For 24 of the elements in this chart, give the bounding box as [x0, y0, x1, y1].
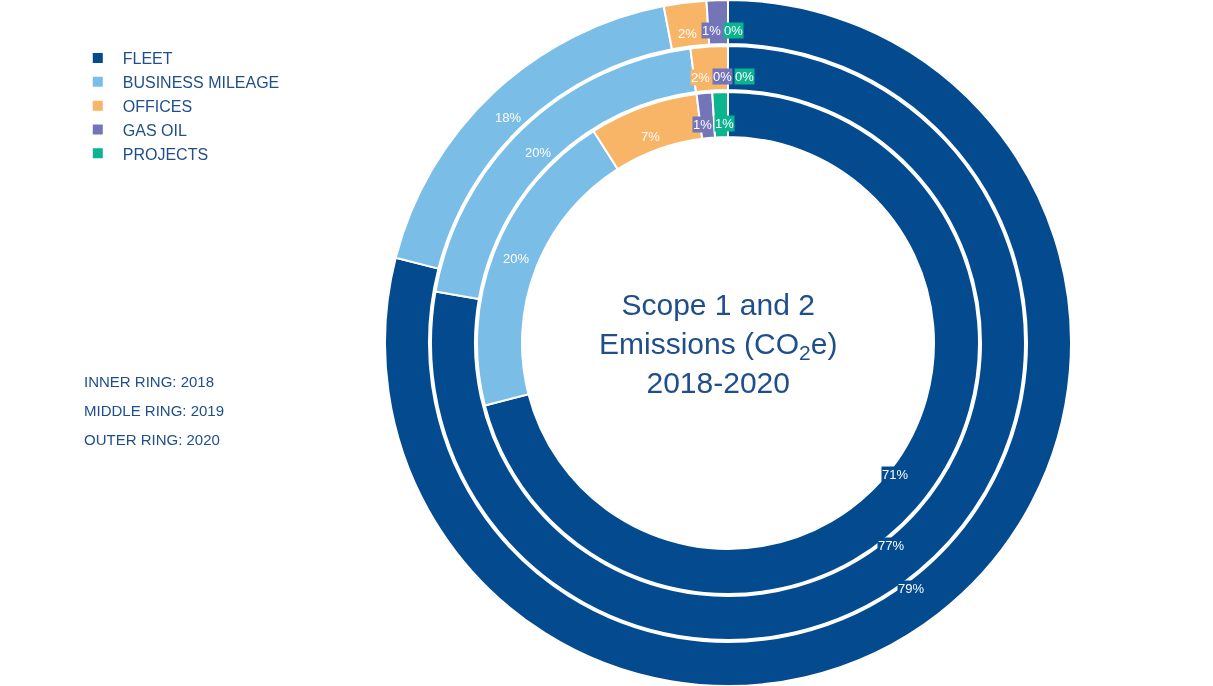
data-label: 2% [678, 26, 698, 41]
text: 0% [735, 69, 754, 84]
text: 0% [724, 23, 743, 38]
data-label: 71% [882, 467, 909, 482]
data-label: 1% [702, 23, 722, 38]
data-label: 20% [525, 145, 552, 160]
legend-label: GAS OIL [122, 121, 187, 139]
data-label: 7% [641, 129, 661, 144]
text: OUTER RING: 2020 [84, 431, 220, 448]
data-label: 79% [898, 581, 925, 596]
legend-label: OFFICES [122, 97, 193, 115]
data-label: 1% [693, 117, 713, 132]
data-label: 1% [715, 116, 735, 131]
text: MIDDLE RING: 2019 [84, 402, 225, 419]
legend-label: BUSINESS MILEAGE [122, 74, 280, 92]
text: Scope 1 and 2 Emissions (CO$_{2}$e) 2018-2020 [599, 288, 838, 399]
data-label: 77% [878, 538, 905, 553]
data-label: 2% [691, 70, 711, 85]
data-label: 18% [495, 110, 522, 125]
legend-label: FLEET [122, 50, 173, 68]
legend-label: PROJECTS [122, 145, 209, 163]
text: 0% [713, 69, 732, 84]
text: INNER RING: 2018 [84, 373, 215, 390]
data-label: 20% [503, 251, 530, 266]
